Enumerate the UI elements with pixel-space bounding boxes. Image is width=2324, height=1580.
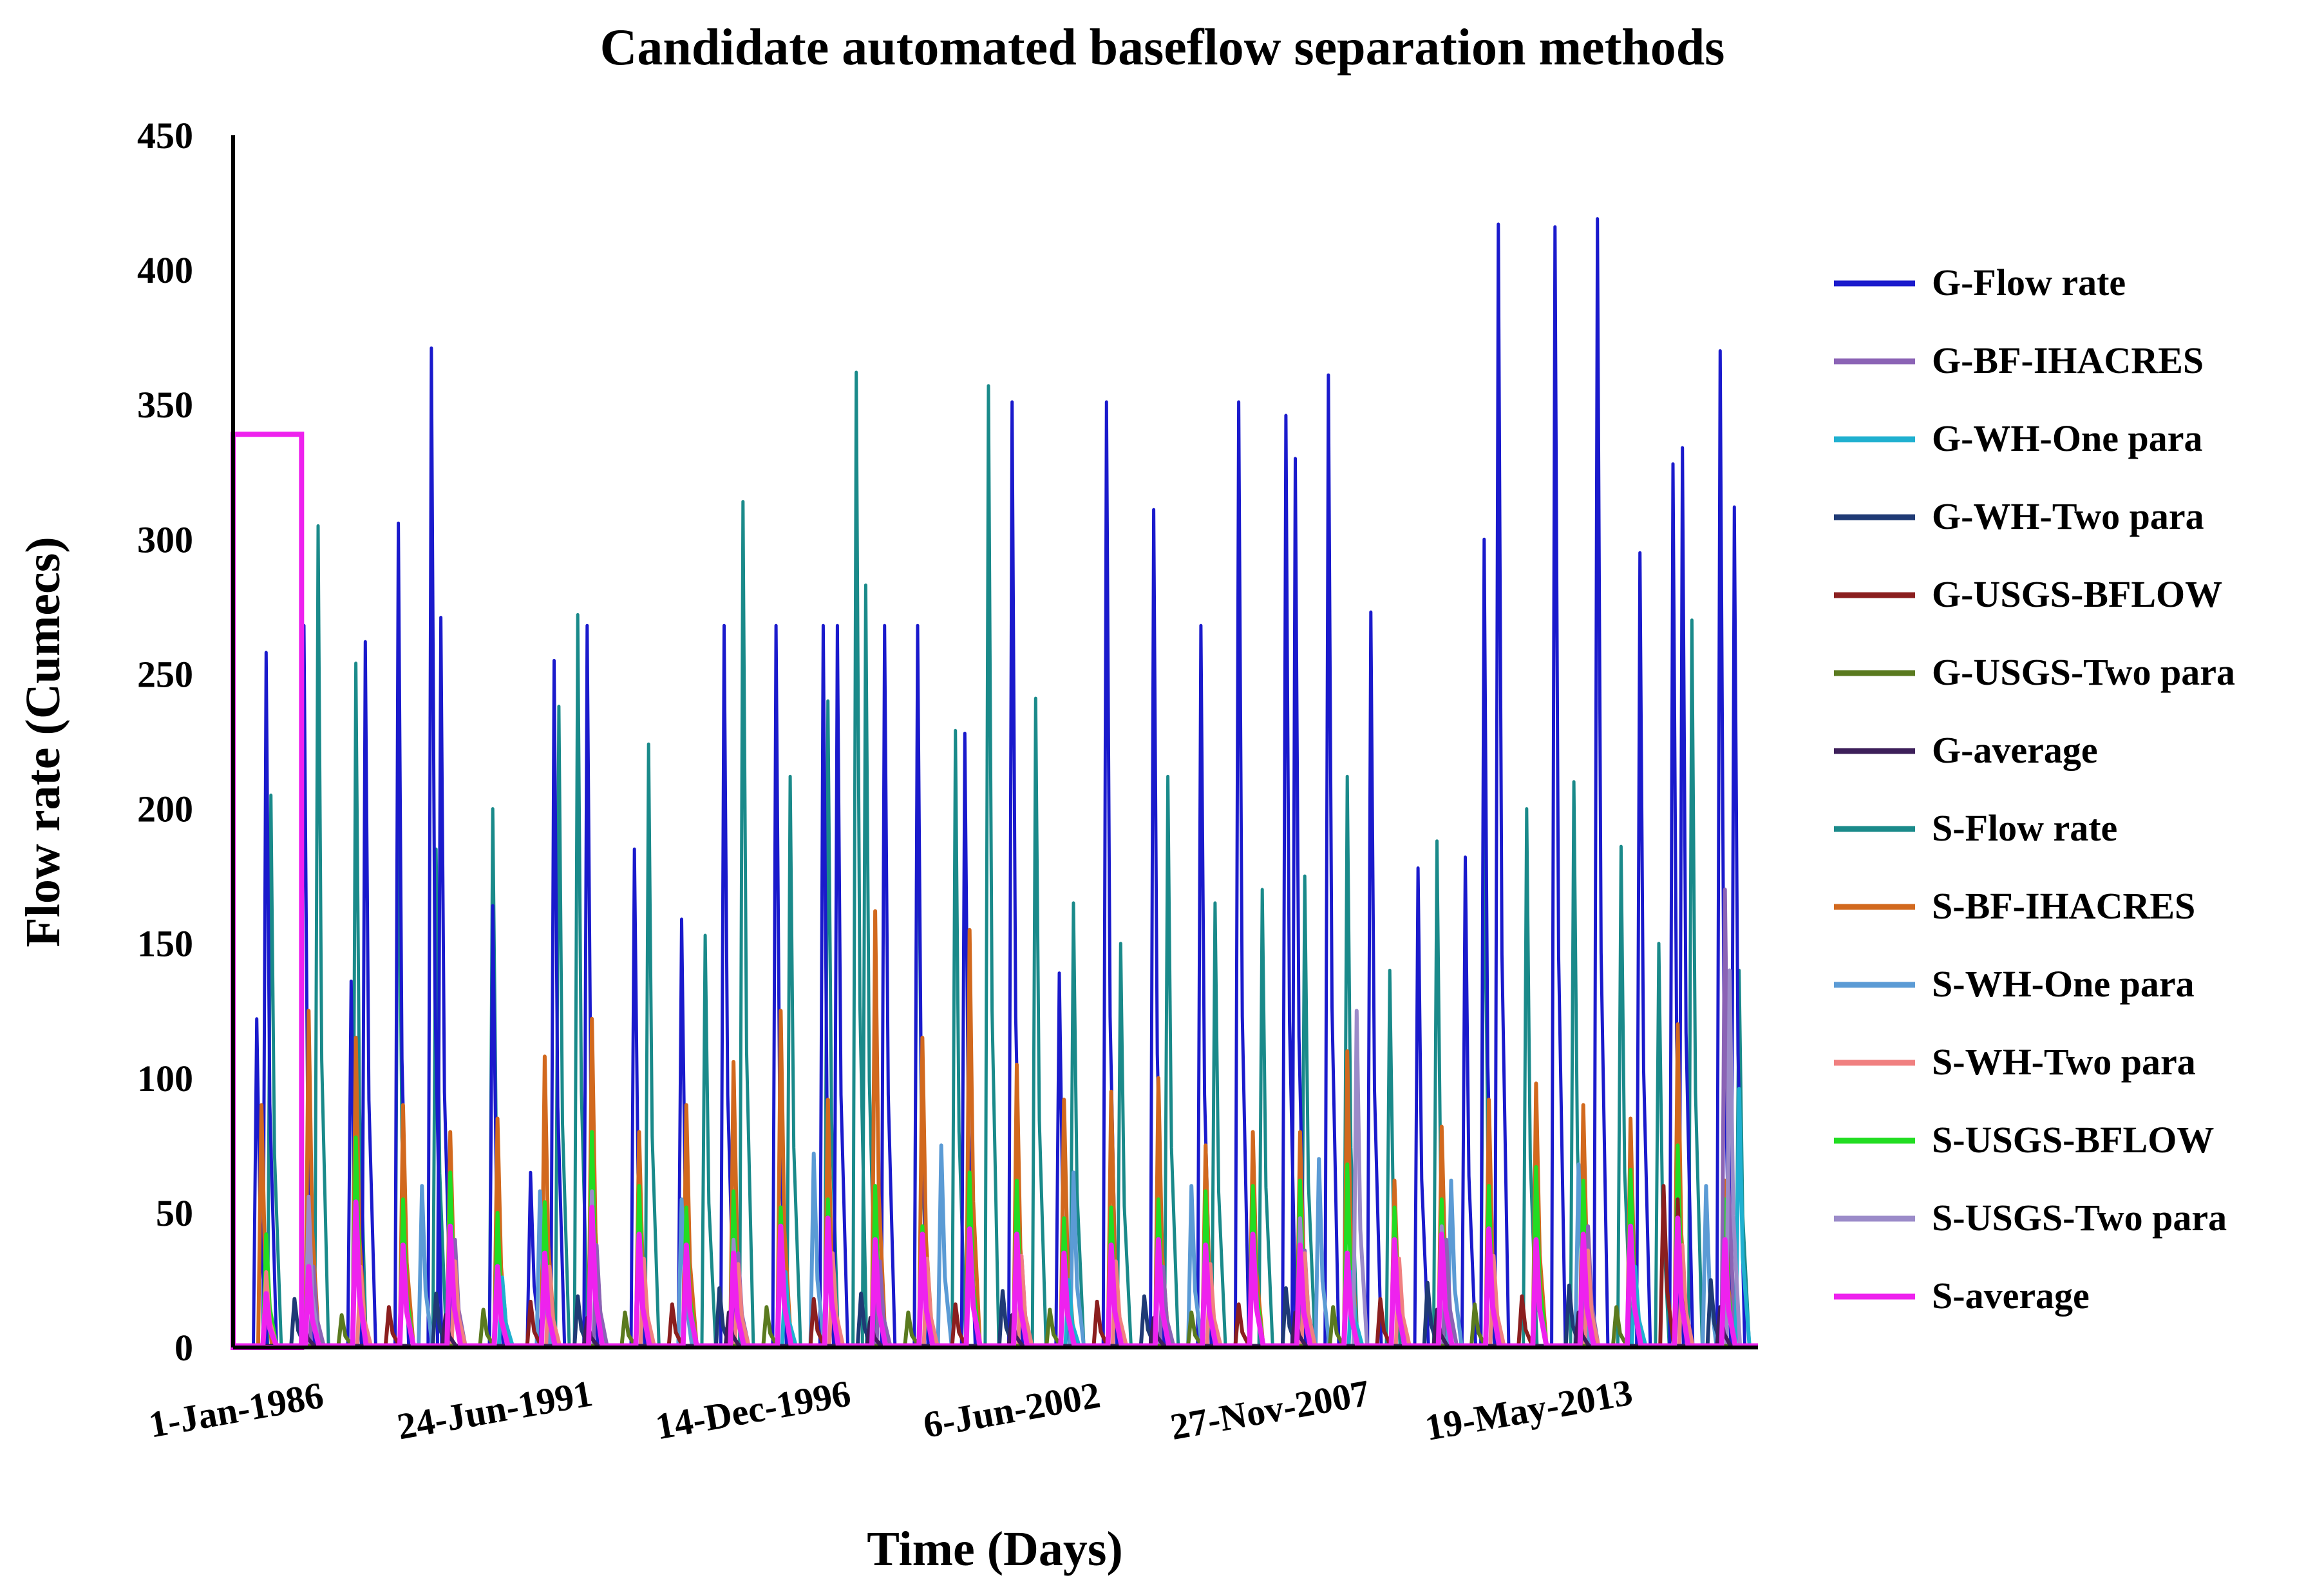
y-tick-label-400: 400 (137, 249, 193, 291)
y-axis-label: Flow rate (Cumecs) (16, 537, 70, 947)
legend-item-s-usgs-two-para: S-USGS-Two para (1834, 1197, 2227, 1239)
legend-item-s-wh-two-para: S-WH-Two para (1834, 1041, 2196, 1083)
legend-label-g-usgs-bflow: G-USGS-BFLOW (1932, 573, 2222, 615)
x-axis-label: Time (Days) (867, 1522, 1123, 1576)
y-tick-label-350: 350 (137, 384, 193, 426)
legend-label-s-usgs-two-para: S-USGS-Two para (1932, 1197, 2227, 1239)
legend-label-g-flow-rate: G-Flow rate (1932, 262, 2126, 303)
y-tick-label-450: 450 (137, 115, 193, 157)
legend-item-s-flow-rate: S-Flow rate (1834, 807, 2117, 849)
legend-item-g-flow-rate: G-Flow rate (1834, 262, 2126, 303)
plot-lines (233, 217, 1758, 1349)
legend-label-s-flow-rate: S-Flow rate (1932, 807, 2117, 849)
x-tick-label-1-jan-1986: 1-Jan-1986 (146, 1374, 326, 1446)
x-tick-label-27-nov-2007: 27-Nov-2007 (1167, 1372, 1373, 1448)
legend-item-g-usgs-two-para: G-USGS-Two para (1834, 651, 2235, 693)
legend-item-s-wh-one-para: S-WH-One para (1834, 963, 2195, 1005)
legend-item-g-wh-two-para: G-WH-Two para (1834, 495, 2204, 537)
legend-label-s-bf-ihacres: S-BF-IHACRES (1932, 885, 2195, 927)
legend: G-Flow rate G-BF-IHACRES G-WH-One para G-WH… (1834, 262, 2235, 1317)
y-tick-label-100: 100 (137, 1058, 193, 1099)
legend-label-g-average: G-average (1932, 729, 2098, 771)
legend-item-g-average: G-average (1834, 729, 2098, 771)
x-tick-label-6-jun-2002: 6-Jun-2002 (920, 1374, 1103, 1446)
legend-label-s-usgs-bflow: S-USGS-BFLOW (1932, 1119, 2214, 1161)
y-tick-label-0: 0 (175, 1327, 193, 1369)
legend-label-g-bf-ihacres: G-BF-IHACRES (1932, 339, 2204, 381)
legend-label-s-wh-two-para: S-WH-Two para (1932, 1041, 2196, 1083)
axes-group (231, 135, 1758, 1349)
legend-item-g-wh-one-para: G-WH-One para (1834, 417, 2202, 459)
y-tick-label-50: 50 (156, 1192, 193, 1234)
legend-label-s-average: S-average (1932, 1275, 2090, 1317)
x-tick-label-24-jun-1991: 24-Jun-1991 (394, 1372, 596, 1447)
legend-label-g-usgs-two-para: G-USGS-Two para (1932, 651, 2235, 693)
y-tick-label-200: 200 (137, 788, 193, 830)
legend-label-g-wh-two-para: G-WH-Two para (1932, 495, 2204, 537)
x-tick-label-19-may-2013: 19-May-2013 (1422, 1371, 1636, 1449)
series-line-s-flow-rate (233, 370, 1758, 1347)
legend-item-s-usgs-bflow: S-USGS-BFLOW (1834, 1119, 2214, 1161)
legend-item-s-bf-ihacres: S-BF-IHACRES (1834, 885, 2195, 927)
legend-item-g-bf-ihacres: G-BF-IHACRES (1834, 339, 2204, 381)
x-tick-label-14-dec-1996: 14-Dec-1996 (652, 1372, 854, 1447)
legend-label-g-wh-one-para: G-WH-One para (1932, 417, 2202, 459)
y-tick-label-250: 250 (137, 653, 193, 695)
x-tick-labels: 1-Jan-1986 24-Jun-1991 14-Dec-1996 6-Jun-20… (146, 1371, 1636, 1449)
chart-title: Candidate automated baseflow separation … (600, 19, 1725, 76)
y-tick-label-150: 150 (137, 923, 193, 965)
legend-item-s-average: S-average (1834, 1275, 2090, 1317)
y-tick-labels: 0 50 100 150 200 250 300 350 400 450 (137, 115, 193, 1369)
series-line-g-usgs-bflow (233, 1184, 1758, 1348)
legend-label-s-wh-one-para: S-WH-One para (1932, 963, 2195, 1005)
legend-item-g-usgs-bflow: G-USGS-BFLOW (1834, 573, 2222, 615)
y-tick-label-300: 300 (137, 519, 193, 560)
